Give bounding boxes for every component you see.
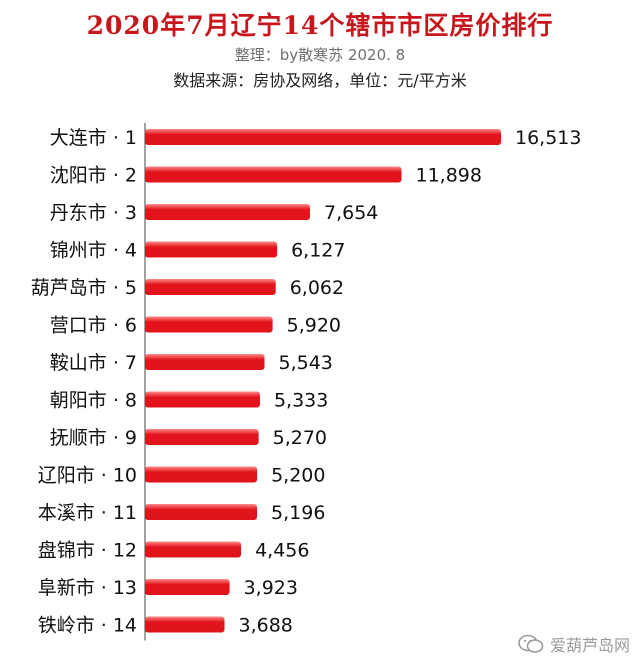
data-label: 16,513 bbox=[515, 127, 581, 149]
bar bbox=[145, 204, 311, 220]
data-label: 5,270 bbox=[273, 427, 327, 449]
category-label: 葫芦岛市 · 5 bbox=[31, 277, 137, 299]
category-label: 阜新市 · 13 bbox=[38, 577, 137, 599]
data-label: 4,456 bbox=[255, 540, 309, 562]
watermark-text: 爱葫芦岛网 bbox=[549, 636, 630, 655]
data-label: 5,333 bbox=[274, 390, 328, 412]
category-label: 抚顺市 · 9 bbox=[50, 427, 137, 449]
bar bbox=[145, 129, 501, 145]
bar bbox=[145, 354, 265, 370]
bar bbox=[145, 391, 260, 408]
category-label: 铁岭市 · 14 bbox=[38, 615, 137, 637]
category-label: 盘锦市 · 12 bbox=[38, 540, 137, 562]
bar bbox=[145, 316, 273, 333]
bar bbox=[145, 241, 278, 258]
category-label: 丹东市 · 3 bbox=[50, 202, 137, 224]
category-label: 本溪市 · 11 bbox=[38, 502, 137, 524]
bar bbox=[145, 541, 242, 558]
watermark: 爱葫芦岛网 bbox=[518, 632, 630, 656]
category-label: 营口市 · 6 bbox=[50, 315, 137, 337]
data-label: 3,923 bbox=[244, 577, 298, 599]
data-label: 5,543 bbox=[279, 352, 333, 374]
chart-subtitle: 整理：by散寒苏 2020. 8 bbox=[234, 46, 406, 64]
wechat-icon bbox=[518, 634, 544, 653]
category-label: 朝阳市 · 8 bbox=[50, 390, 137, 412]
data-label: 5,200 bbox=[271, 465, 325, 487]
data-label: 6,127 bbox=[291, 240, 345, 262]
category-label: 沈阳市 · 2 bbox=[50, 165, 137, 187]
chart-title: 2020年7月辽宁14个辖市市区房价排行 bbox=[86, 11, 554, 40]
category-label: 辽阳市 · 10 bbox=[38, 465, 137, 487]
bar bbox=[145, 504, 258, 520]
category-label: 鞍山市 · 7 bbox=[50, 352, 137, 374]
data-label: 5,920 bbox=[287, 315, 341, 337]
bar bbox=[145, 279, 276, 295]
data-label: 5,196 bbox=[271, 502, 325, 524]
data-label: 3,688 bbox=[239, 615, 293, 637]
bar bbox=[145, 466, 258, 483]
bar bbox=[145, 429, 259, 445]
data-label: 6,062 bbox=[290, 277, 344, 299]
bar bbox=[145, 616, 225, 633]
category-label: 锦州市 · 4 bbox=[50, 240, 137, 262]
data-label: 7,654 bbox=[324, 202, 378, 224]
data-source-note: 数据来源：房协及网络，单位：元/平方米 bbox=[173, 71, 467, 90]
bar bbox=[145, 579, 230, 595]
category-label: 大连市 · 1 bbox=[50, 127, 137, 149]
data-label: 11,898 bbox=[416, 165, 482, 187]
bar bbox=[145, 166, 402, 183]
